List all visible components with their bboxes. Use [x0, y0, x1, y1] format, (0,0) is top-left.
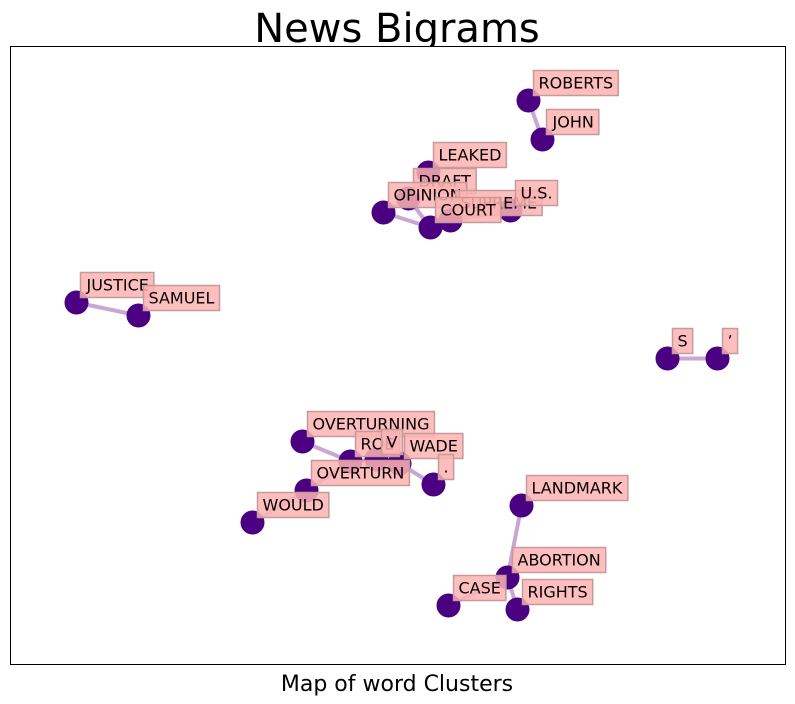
label-text: ROBERTS: [539, 74, 614, 93]
label-layer: ROBERTSJOHNLEAKEDDRAFTOPINIONSUPREMEU.S.…: [79, 69, 739, 606]
label-box: [380, 428, 404, 456]
node-label-s-10: S: [671, 327, 694, 355]
label-text: JOHN: [552, 113, 594, 132]
label-text: ’: [728, 332, 733, 351]
node-label-roberts-0: ROBERTS: [532, 69, 619, 97]
label-text: CASE: [459, 579, 501, 598]
label-text: WADE: [410, 437, 458, 456]
label-box: [142, 284, 221, 312]
label-text: V: [387, 433, 398, 452]
node-label-court-7: COURT: [434, 196, 502, 224]
node-label-symbol-11: ’: [721, 327, 739, 355]
label-box: [721, 327, 739, 355]
node-label-v-14: V: [380, 428, 404, 456]
label-box: [545, 108, 600, 136]
label-box: [511, 546, 607, 574]
label-text: RIGHTS: [528, 583, 588, 602]
node-label-overturn-17: OVERTURN: [310, 459, 411, 487]
node-label-u-s-6: U.S.: [514, 179, 559, 207]
node-label-wade-15: WADE: [403, 432, 464, 460]
label-box: [521, 578, 594, 606]
node-label-rights-22: RIGHTS: [521, 578, 594, 606]
label-box: [256, 491, 330, 519]
node-label-case-21: CASE: [452, 574, 507, 602]
label-text: .: [444, 458, 449, 477]
label-box: [310, 459, 411, 487]
edge-15: [505, 503, 524, 580]
label-box: [403, 432, 464, 460]
label-text: OVERTURN: [317, 464, 405, 483]
node-label-would-18: WOULD: [256, 491, 330, 519]
label-box: [437, 453, 455, 481]
label-box: [432, 141, 508, 169]
label-text: LEAKED: [439, 146, 502, 165]
label-box: [514, 179, 559, 207]
label-text: WOULD: [263, 496, 324, 515]
node-label-symbol-16: .: [437, 453, 455, 481]
label-text: LANDMARK: [532, 479, 623, 498]
x-axis-label: Map of word Clusters: [281, 672, 513, 697]
node-label-landmark-19: LANDMARK: [525, 474, 629, 502]
label-text: U.S.: [521, 184, 553, 203]
node-label-abortion-20: ABORTION: [511, 546, 607, 574]
label-text: COURT: [441, 201, 496, 220]
label-box: [525, 474, 629, 502]
chart-title: News Bigrams: [254, 6, 540, 52]
label-text: OVERTURNING: [313, 415, 430, 434]
label-box: [671, 327, 694, 355]
label-text: JUSTICE: [86, 276, 149, 295]
node-label-samuel-9: SAMUEL: [142, 284, 221, 312]
label-text: S: [678, 332, 688, 351]
node-label-leaked-2: LEAKED: [432, 141, 508, 169]
node-label-john-1: JOHN: [545, 108, 600, 136]
node-label-justice-8: JUSTICE: [79, 271, 155, 299]
label-text: ABORTION: [518, 551, 601, 570]
label-box: [434, 196, 502, 224]
label-text: SAMUEL: [149, 289, 215, 308]
label-box: [452, 574, 507, 602]
label-box: [532, 69, 619, 97]
